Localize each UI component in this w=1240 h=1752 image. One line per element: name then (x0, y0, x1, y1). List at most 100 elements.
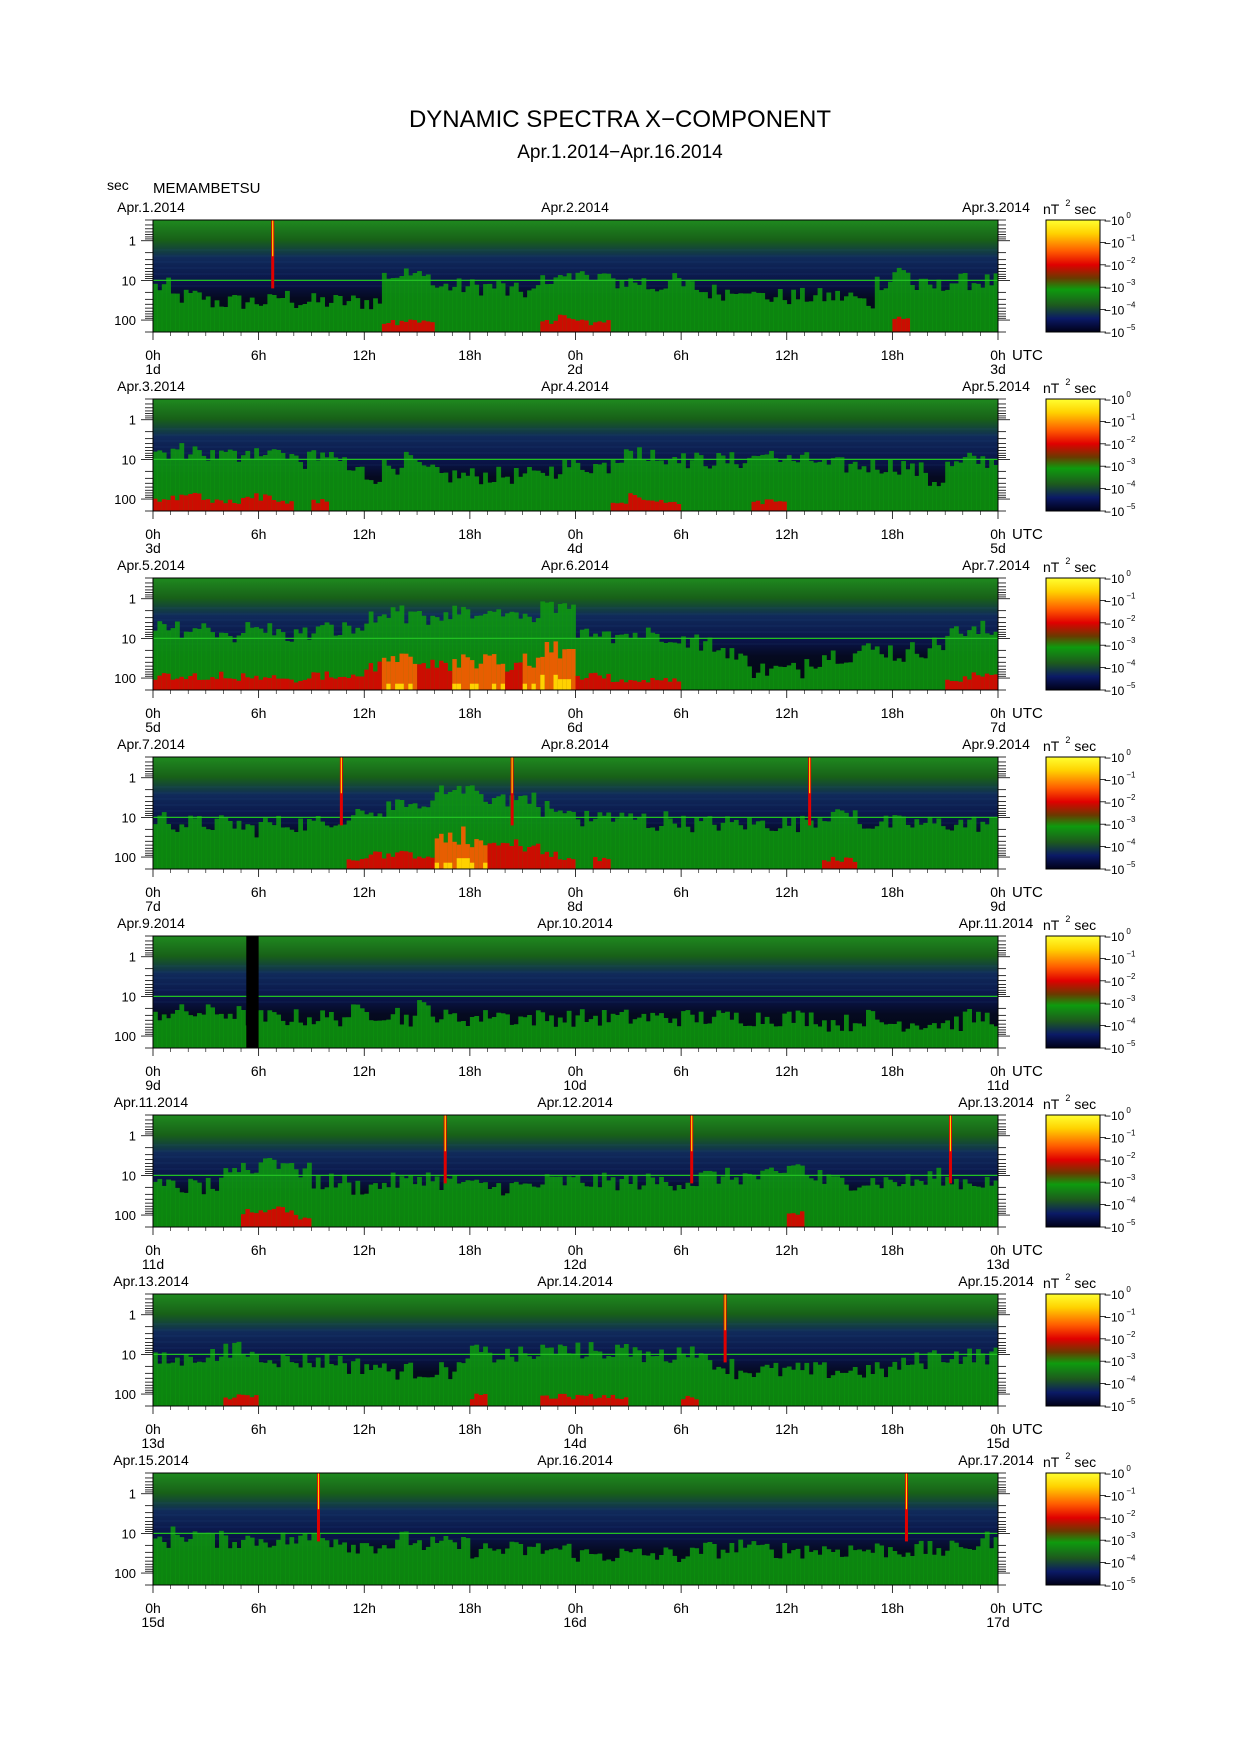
activity-peak (478, 663, 484, 690)
activity-band (232, 295, 237, 332)
activity-band (800, 1370, 805, 1406)
activity-band (861, 828, 867, 869)
activity-band (469, 279, 475, 332)
activity-peak (276, 678, 281, 690)
activity-peak (214, 678, 220, 690)
activity-band (337, 461, 343, 511)
activity-band (606, 631, 612, 690)
activity-band (483, 1182, 488, 1227)
activity-peak (835, 860, 840, 869)
activity-band (465, 1358, 471, 1406)
activity-band (307, 1017, 312, 1048)
activity-band (892, 1182, 898, 1227)
activity-peak (513, 662, 519, 690)
activity-band (346, 820, 352, 869)
activity-band (210, 632, 215, 690)
activity-band (478, 1182, 484, 1227)
colorbar-unit: nT 2 sec (1043, 1272, 1096, 1291)
activity-band (505, 1548, 510, 1585)
colorbar-unit: nT 2 sec (1043, 1451, 1096, 1470)
activity-band (324, 1353, 330, 1406)
activity-band (808, 301, 814, 332)
activity-band (689, 638, 695, 690)
activity-band (729, 1358, 735, 1406)
activity-band (663, 464, 669, 511)
activity-band (883, 815, 889, 869)
activity-band (513, 612, 519, 690)
activity-band (491, 482, 497, 511)
activity-band (628, 639, 634, 690)
activity-band (307, 451, 312, 511)
activity-peak (315, 672, 321, 690)
activity-peak (241, 1214, 246, 1227)
activity-band (971, 455, 977, 511)
activity-peak (214, 499, 220, 511)
activity-band (197, 816, 202, 869)
activity-band (417, 611, 422, 690)
activity-band (408, 1026, 414, 1048)
activity-band (650, 1012, 656, 1048)
activity-band (606, 1559, 612, 1585)
activity-max (522, 683, 528, 690)
activity-band (879, 654, 884, 690)
activity-max (500, 683, 506, 690)
activity-band (610, 1356, 616, 1406)
activity-band (513, 1181, 519, 1227)
activity-band (755, 672, 761, 690)
activity-band (412, 1184, 418, 1227)
activity-band (663, 1547, 669, 1585)
activity-band (623, 633, 629, 690)
activity-band (628, 1356, 634, 1406)
activity-band (791, 1165, 796, 1227)
activity-band (883, 1024, 889, 1048)
activity-max (469, 862, 475, 869)
activity-band (342, 1542, 347, 1585)
activity-band (962, 1548, 968, 1585)
activity-band (324, 825, 330, 869)
activity-max (465, 858, 471, 869)
activity-band (535, 807, 541, 869)
activity-band (474, 615, 480, 690)
activity-band (685, 280, 691, 332)
activity-band (615, 634, 620, 690)
activity-band (197, 628, 202, 690)
activity-band (954, 1542, 959, 1585)
activity-band (773, 458, 779, 511)
activity-band (606, 812, 612, 869)
activity-peak (157, 675, 163, 690)
activity-band (826, 292, 832, 332)
x-tick-label: 0h (990, 526, 1006, 542)
colorbar-tick-label: −10 −1 (1104, 233, 1136, 250)
colorbar-tick-label: −10 −4 (1104, 1017, 1136, 1034)
activity-band (861, 645, 867, 690)
activity-band (795, 1362, 801, 1406)
figure-subtitle: Apr.1.2014−Apr.16.2014 (517, 142, 723, 163)
activity-peak (509, 669, 515, 690)
panel-date-right: Apr.11.2014 (959, 915, 1034, 931)
activity-band (302, 1533, 308, 1585)
activity-band (593, 281, 598, 332)
activity-peak (619, 502, 625, 511)
activity-band (540, 1344, 546, 1406)
activity-band (962, 273, 968, 332)
activity-peak (637, 497, 642, 511)
activity-band (571, 1177, 576, 1227)
activity-peak (571, 1399, 576, 1406)
activity-peak (544, 320, 550, 332)
activity-band (645, 1173, 651, 1227)
activity-band (667, 818, 673, 869)
activity-band (425, 1172, 431, 1227)
activity-band (971, 283, 977, 332)
activity-band (852, 653, 858, 690)
activity-band (469, 468, 475, 511)
activity-band (170, 829, 176, 869)
activity-band (601, 815, 607, 869)
activity-band (703, 1170, 708, 1227)
activity-band (355, 1358, 361, 1406)
activity-band (681, 1353, 686, 1406)
activity-band (993, 817, 999, 869)
activity-band (738, 1023, 744, 1048)
activity-band (544, 1550, 550, 1585)
activity-band (487, 1352, 493, 1406)
activity-band (932, 637, 937, 690)
